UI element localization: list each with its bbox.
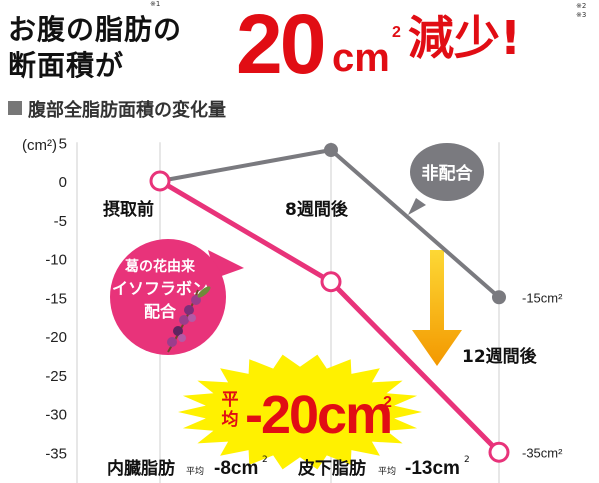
kudzu-flower-icon: [167, 286, 211, 353]
visceral-average-label: 平均: [186, 465, 204, 477]
headline-suffix: 減少!: [408, 11, 521, 65]
footnote-mark-3: ※3: [576, 11, 587, 19]
non-mix-callout-label: 非配合: [422, 163, 474, 184]
x-category-label: 摂取前: [103, 199, 154, 220]
subtitle-square-icon: [8, 101, 22, 115]
y-tick-label: -30: [45, 407, 67, 424]
data-point-isoflavone: [320, 271, 342, 293]
chart-subtitle: 腹部全脂肪面積の変化量: [28, 100, 226, 121]
y-tick-label: -35: [45, 445, 67, 462]
footnote-mark-2: ※2: [576, 2, 587, 10]
average-value: -20cm: [245, 385, 391, 445]
y-tick-label: -15: [45, 290, 67, 307]
series-end-label: -35cm²: [522, 445, 563, 460]
y-tick-label: 0: [59, 174, 67, 191]
footnote-mark-1: ※1: [150, 0, 161, 8]
y-tick-label: -20: [45, 329, 67, 346]
bottom-breakdown: 内臓脂肪 平均 -8cm 2 皮下脂肪 平均 -13cm 2: [107, 455, 470, 479]
callout-line-1: 葛の花由来: [124, 258, 196, 275]
y-tick-labels: 5 0 -5 -10 -15 -20 -25 -30 -35: [45, 135, 67, 462]
headline-big-unit-superscript: 2: [392, 24, 401, 41]
isoflavone-callout: 葛の花由来 イソフラボン 配合: [110, 239, 244, 355]
subcutaneous-average-label: 平均: [378, 465, 396, 477]
y-axis-unit: (cm²): [22, 137, 57, 154]
series-end-label: -15cm²: [522, 290, 563, 305]
data-point-non-mix: [324, 143, 338, 157]
average-prefix-1: 平: [222, 390, 239, 410]
average-prefix-2: 均: [222, 409, 239, 430]
visceral-superscript: 2: [262, 455, 268, 465]
callout-line-2: イソフラボン: [112, 279, 208, 298]
visceral-fat-label: 内臓脂肪: [107, 458, 175, 479]
headline-big-number: 20: [236, 0, 326, 91]
subcutaneous-superscript: 2: [464, 455, 470, 465]
headline-big-unit: cm: [332, 36, 390, 80]
data-point-non-mix: [492, 290, 506, 305]
headline-line-2: 断面積が: [8, 49, 125, 82]
visceral-fat-value: -8cm: [214, 458, 258, 479]
average-value-superscript: 2: [383, 394, 392, 411]
decrease-arrow-icon: [412, 250, 462, 366]
y-tick-label: -10: [45, 252, 67, 269]
data-point-isoflavone: [488, 441, 510, 463]
subcutaneous-fat-label: 皮下脂肪: [298, 458, 366, 479]
y-tick-label: 5: [59, 135, 67, 152]
average-starburst: 平 均 -20cm 2: [178, 354, 422, 470]
non-mix-callout: 非配合: [408, 143, 484, 215]
y-tick-label: -5: [54, 213, 67, 230]
callout-line-3: 配合: [144, 302, 177, 321]
x-category-label: 8週間後: [285, 199, 349, 220]
data-point-isoflavone: [149, 170, 171, 192]
y-tick-label: -25: [45, 368, 67, 385]
x-category-label: 12週間後: [462, 346, 538, 367]
subcutaneous-fat-value: -13cm: [405, 458, 460, 479]
headline-line-1: お腹の脂肪の: [8, 13, 183, 46]
